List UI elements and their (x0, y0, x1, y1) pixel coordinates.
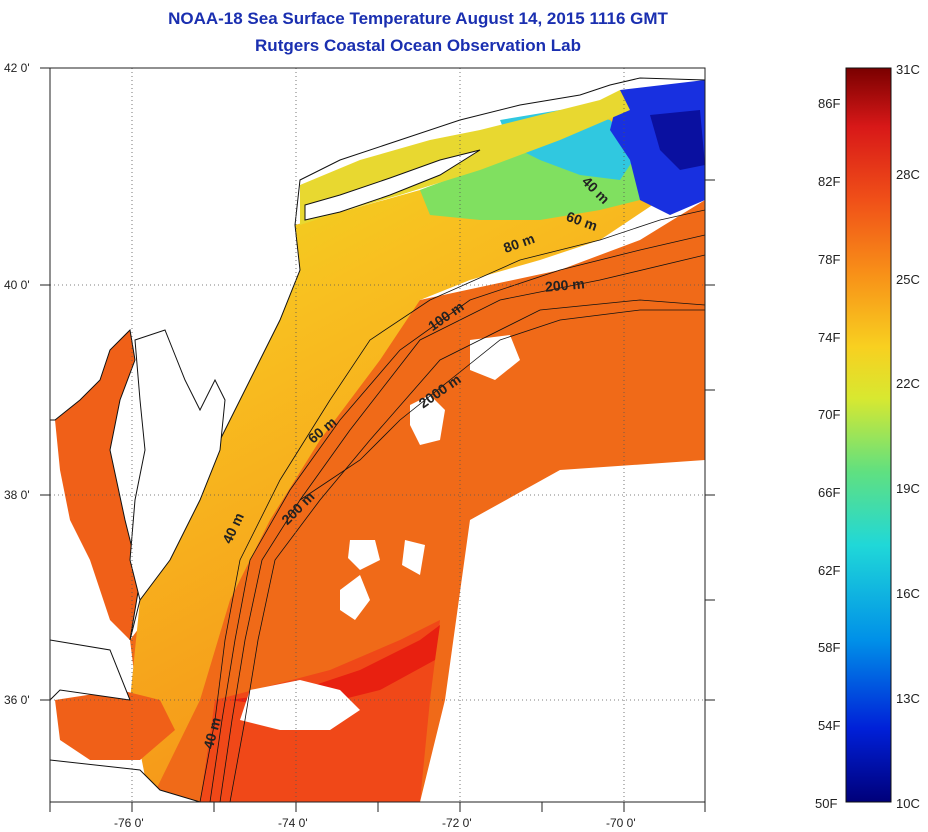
nc-coast-south (50, 759, 201, 802)
colorbar-f-label: 54F (818, 718, 841, 733)
colorbar-c-label: 25C (896, 272, 920, 287)
map-subtitle: Rutgers Coastal Ocean Observation Lab (255, 36, 581, 55)
colorbar-c-label: 28C (896, 167, 920, 182)
pamlico-sound (55, 690, 175, 760)
colorbar-c-label: 16C (896, 586, 920, 601)
lat-label: 42 0' (4, 61, 30, 75)
colorbar-f-label: 58F (818, 640, 841, 655)
lat-label: 38 0' (4, 488, 30, 502)
colorbar-f-label: 78F (818, 252, 841, 267)
lat-label: 36 0' (4, 693, 30, 707)
cloud-patch (348, 540, 380, 570)
colorbar-c-label: 19C (896, 481, 920, 496)
cloud-patch (240, 680, 360, 730)
colorbar-f-label: 74F (818, 330, 841, 345)
colorbar-f-label: 50F (815, 796, 838, 811)
lat-label: 40 0' (4, 278, 30, 292)
isobath-lines (199, 209, 705, 802)
axis-ticks (40, 67, 715, 812)
colorbar-f-label: 66F (818, 485, 841, 500)
lon-label: -76 0' (114, 816, 144, 830)
map-frame (49, 67, 706, 803)
colorbar-c-label: 10C (896, 796, 920, 811)
delmarva-peninsula (129, 329, 226, 602)
colorbar-f-label: 70F (818, 407, 841, 422)
colorbar-c-label: 22C (896, 376, 920, 391)
lon-label: -72 0' (442, 816, 472, 830)
lon-label: -74 0' (278, 816, 308, 830)
colorbar-f-label: 86F (818, 96, 841, 111)
colorbar (845, 67, 892, 803)
cloud-patch (402, 540, 425, 575)
long-island (304, 149, 481, 221)
cloud-patch (470, 335, 520, 380)
colorbar-c-label: 31C (896, 62, 920, 77)
cold-water-2 (650, 110, 705, 170)
ocean-water (130, 200, 705, 802)
cloud-patch (340, 575, 370, 620)
map-title: NOAA-18 Sea Surface Temperature August 1… (168, 9, 668, 28)
chesapeake-bay (55, 330, 140, 640)
colorbar-f-label: 82F (818, 174, 841, 189)
colorbar-f-label: 62F (818, 563, 841, 578)
colorbar-c-label: 13C (896, 691, 920, 706)
cloud-patch (410, 395, 445, 445)
nc-coast (50, 639, 131, 701)
lon-label: -70 0' (606, 816, 636, 830)
